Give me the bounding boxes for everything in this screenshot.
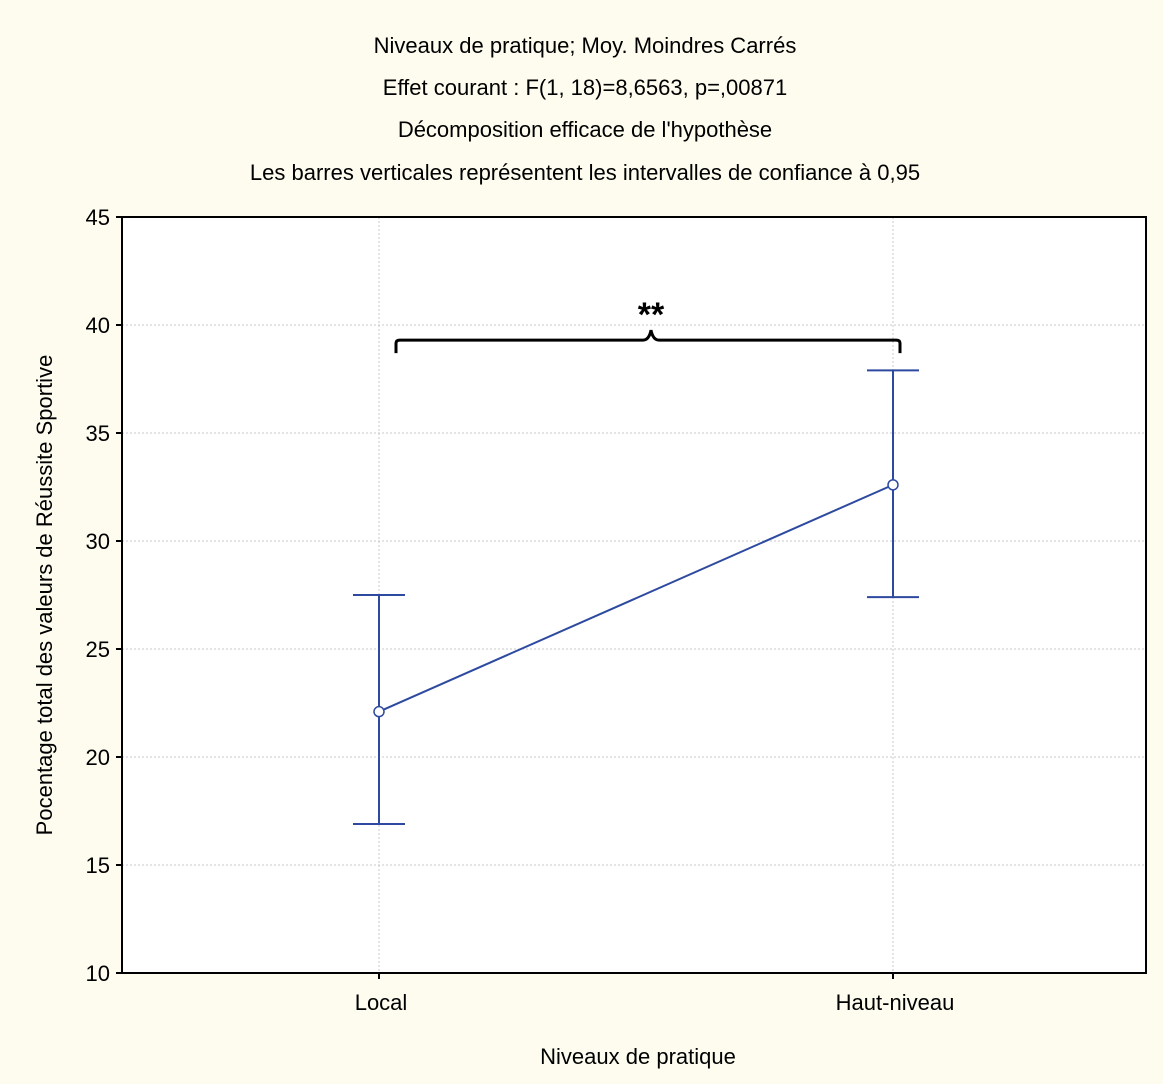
chart-title-line: Les barres verticales représentent les i… — [250, 160, 920, 185]
y-axis-title: Pocentage total des valeurs de Réussite … — [32, 355, 57, 836]
y-tick-label: 45 — [86, 205, 110, 230]
series — [353, 369, 919, 825]
significance-bracket — [394, 329, 902, 354]
chart-title-line: Effet courant : F(1, 18)=8,6563, p=,0087… — [383, 75, 787, 100]
y-tick-label: 30 — [86, 529, 110, 554]
x-axis: Local Haut-niveau — [355, 973, 955, 1015]
significance-stars: ** — [638, 296, 665, 334]
y-axis: 10 15 20 25 30 35 40 45 — [86, 205, 122, 986]
y-tick-label: 20 — [86, 745, 110, 770]
chart-title: Niveaux de pratique; Moy. Moindres Carré… — [250, 33, 920, 185]
chart-title-line: Niveaux de pratique; Moy. Moindres Carré… — [374, 33, 797, 58]
data-point — [373, 705, 385, 718]
y-tick-label: 10 — [86, 961, 110, 986]
y-tick-label: 35 — [86, 421, 110, 446]
y-tick-label: 25 — [86, 637, 110, 662]
plot-frame — [121, 216, 1147, 974]
x-axis-title: Niveaux de pratique — [540, 1044, 736, 1069]
x-tick-label: Local — [355, 990, 408, 1015]
significance-annotation: ** — [394, 296, 902, 354]
series-line — [378, 483, 894, 713]
plot-area — [122, 217, 1146, 973]
data-point — [887, 479, 899, 491]
x-tick-label: Haut-niveau — [836, 990, 955, 1015]
y-tick-label: 40 — [86, 313, 110, 338]
chart-title-line: Décomposition efficace de l'hypothèse — [398, 117, 772, 142]
y-tick-label: 15 — [86, 853, 110, 878]
